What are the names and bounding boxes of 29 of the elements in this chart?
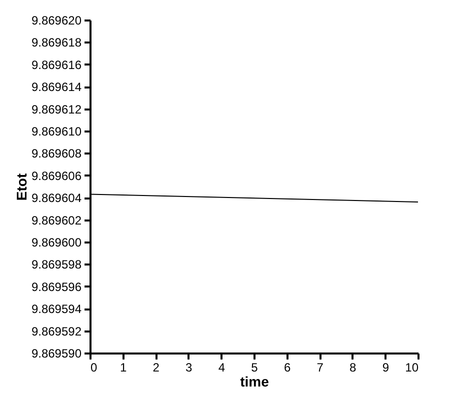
x-tick-label: 1 (120, 360, 127, 374)
y-tick-label: 9.869592 (31, 324, 82, 338)
x-tick-label: 3 (186, 360, 193, 374)
y-tick-label: 9.869606 (31, 168, 82, 183)
x-tick-label: 2 (152, 360, 160, 374)
y-tick-label: 9.869614 (31, 80, 82, 94)
y-tick-label: 9.869598 (31, 258, 82, 272)
y-tick-label: 9.869608 (31, 146, 82, 161)
x-tick-label: 6 (284, 360, 291, 374)
y-tick-label: 9.869594 (31, 302, 82, 316)
y-tick-label: 9.869590 (31, 346, 82, 360)
y-tick-label: 9.869604 (31, 191, 82, 206)
y-tick-label: 9.869610 (31, 124, 82, 138)
x-tick-label: 7 (316, 360, 324, 374)
x-tick-label: 9 (382, 360, 390, 374)
x-tick-label: 5 (251, 360, 258, 374)
y-tick-label: 9.869620 (31, 14, 82, 28)
y-tick-label: 9.869616 (31, 58, 82, 72)
x-axis-title: time (240, 374, 270, 390)
y-tick-label: 9.869618 (31, 36, 82, 50)
x-tick-label: 10 (405, 360, 419, 374)
y-tick-label: 9.869600 (31, 236, 82, 250)
x-tick-label: 0 (90, 360, 98, 374)
x-tick-label: 8 (350, 360, 357, 374)
y-tick-label: 9.869602 (31, 213, 82, 228)
y-tick-label: 9.869612 (31, 102, 82, 116)
y-axis-title: Etot (13, 173, 30, 201)
x-tick-label: 4 (218, 360, 226, 374)
y-tick-label: 9.869596 (31, 280, 82, 294)
